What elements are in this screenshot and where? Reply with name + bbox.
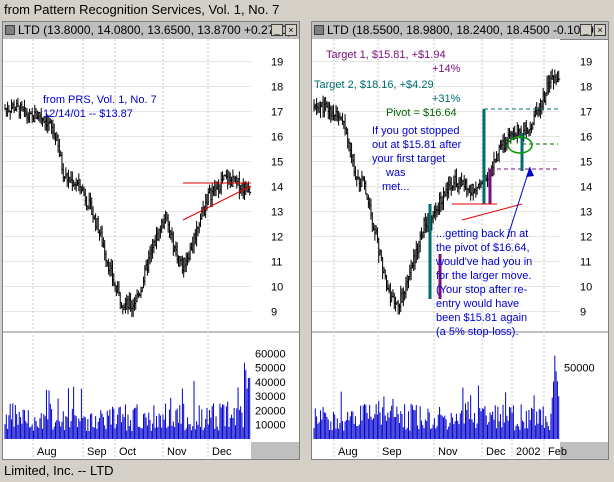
price-tick-label: 16 — [271, 132, 283, 144]
note2-line2: the pivot of $16.64, — [436, 242, 530, 254]
target1-label: Target 1, $15.81, +$1.94 — [326, 49, 446, 61]
price-tick-label: 14 — [271, 182, 283, 194]
left-annotation-line2: 12/14/01 -- $13.87 — [43, 108, 133, 120]
minimize-button[interactable]: _ — [580, 24, 592, 36]
volume-tick-label: 50000 — [255, 363, 286, 375]
note2-line5: (Your stop after re- — [436, 284, 528, 296]
price-tick-label: 16 — [580, 132, 592, 144]
pivot-circle — [507, 136, 533, 154]
price-tick-label: 12 — [580, 232, 592, 244]
price-tick-label: 15 — [580, 157, 592, 169]
price-tick-label: 13 — [580, 207, 592, 219]
pivot-arrow-head — [526, 167, 534, 177]
volume-tick-label: 30000 — [255, 391, 286, 403]
volume-tick-label: 40000 — [255, 377, 286, 389]
note2-line1: ...getting back in at — [436, 228, 528, 240]
right-triangle-bottom-line — [461, 203, 523, 221]
note2-line6: entry would have — [436, 298, 519, 310]
target1-percent: +14% — [432, 63, 461, 75]
price-tick-label: 12 — [271, 232, 283, 244]
price-tick-label: 17 — [271, 107, 283, 119]
close-button[interactable]: × — [285, 24, 297, 36]
status-bar: Limited, Inc. -- LTD — [4, 463, 114, 478]
volume-tick-label: 10000 — [255, 420, 286, 432]
right-ohlc-readout: LTD (18.5500, 18.9800, 18.2400, 18.4500 … — [327, 23, 598, 37]
price-tick-label: 18 — [580, 82, 592, 94]
price-tick-label: 15 — [271, 157, 283, 169]
right-chart-header: LTD (18.5500, 18.9800, 18.2400, 18.4500 … — [312, 22, 608, 40]
month-tick-label: Sep — [87, 446, 107, 458]
price-tick-label: 9 — [580, 307, 586, 319]
note2-line7: been $15.81 again — [436, 312, 527, 324]
price-tick-label: 9 — [271, 307, 277, 319]
month-tick-label: 2002 — [516, 446, 540, 458]
volume-tick-label: 60000 — [255, 348, 286, 360]
target2-label: Target 2, $18.16, +$4.29 — [314, 79, 434, 91]
month-tick-label: Sep — [382, 446, 402, 458]
price-tick-label: 18 — [271, 82, 283, 94]
month-tick-label: Aug — [37, 446, 57, 458]
month-tick-label: Oct — [119, 446, 136, 458]
right-price-chart: 9 10 11 12 13 14 15 16 17 18 19 50000 Aug Sep Nov Dec… — [312, 39, 608, 459]
note1-line3: your first target — [372, 153, 445, 165]
month-tick-label: Nov — [167, 446, 187, 458]
month-tick-label: Nov — [438, 446, 458, 458]
chart-symbol-icon — [5, 25, 15, 35]
left-chart-panel[interactable]: LTD (13.8000, 14.0800, 13.6500, 13.8700 … — [2, 21, 300, 460]
close-button[interactable]: × — [594, 24, 606, 36]
price-tick-label: 10 — [580, 282, 592, 294]
note2-line4: for the larger move. — [436, 270, 531, 282]
minimize-button[interactable]: _ — [271, 24, 283, 36]
price-tick-label: 10 — [271, 282, 283, 294]
target2-percent: +31% — [432, 93, 461, 105]
left-triangle-bottom-line — [182, 185, 252, 221]
left-ohlc-readout: LTD (13.8000, 14.0800, 13.6500, 13.8700 … — [18, 23, 292, 37]
note1-line4: was — [385, 167, 406, 179]
note2-line8: (a 5% stop-loss). — [436, 326, 519, 338]
price-tick-label: 11 — [580, 257, 591, 269]
window-title: from Pattern Recognition Services, Vol. … — [4, 2, 280, 17]
left-annotation-line1: from PRS, Vol. 1, No. 7 — [43, 94, 157, 106]
month-tick-label: Dec — [486, 446, 506, 458]
pivot-arrow-line — [506, 166, 531, 240]
note1-line1: If you got stopped — [372, 125, 459, 137]
month-tick-label: Dec — [212, 446, 232, 458]
note1-line5: met... — [382, 181, 410, 193]
volume-tick-label: 50000 — [564, 363, 595, 375]
note2-line3: would've had you in — [435, 256, 532, 268]
price-tick-label: 19 — [271, 57, 283, 69]
left-price-chart: 9 10 11 12 13 14 15 16 17 18 19 10000 20000 30000 400… — [3, 39, 299, 459]
pivot-label: Pivot = $16.64 — [386, 107, 457, 119]
left-chart-header: LTD (13.8000, 14.0800, 13.6500, 13.8700 … — [3, 22, 299, 40]
price-tick-label: 19 — [580, 57, 592, 69]
right-chart-panel[interactable]: LTD (18.5500, 18.9800, 18.2400, 18.4500 … — [311, 21, 609, 460]
chart-symbol-icon — [314, 25, 324, 35]
month-tick-label: Feb — [548, 446, 567, 458]
volume-tick-label: 20000 — [255, 405, 286, 417]
price-tick-label: 13 — [271, 207, 283, 219]
price-tick-label: 11 — [271, 257, 282, 269]
price-tick-label: 17 — [580, 107, 592, 119]
month-tick-label: Aug — [338, 446, 358, 458]
note1-line2: out at $15.81 after — [372, 139, 462, 151]
price-tick-label: 14 — [580, 182, 592, 194]
